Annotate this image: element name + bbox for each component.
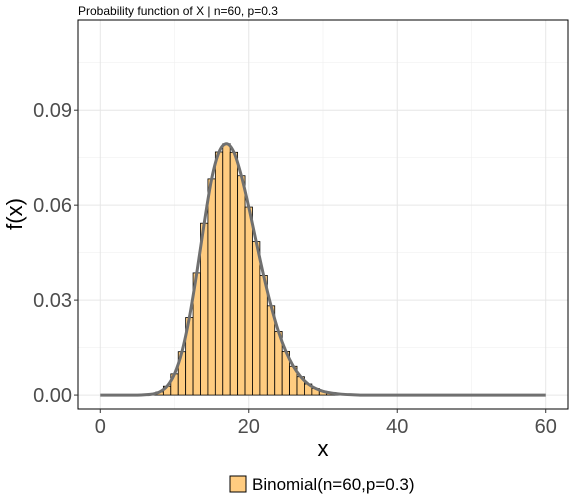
- bar: [222, 143, 231, 396]
- bar: [229, 151, 239, 396]
- y-tick-label: 0.03: [33, 290, 72, 312]
- y-axis-label: f(x): [2, 198, 27, 230]
- chart-title: Probability function of X | n=60, p=0.3: [78, 4, 278, 18]
- grid: [78, 20, 568, 409]
- legend-swatch: [229, 475, 247, 493]
- y-tick-label: 0.09: [33, 100, 72, 122]
- bar: [244, 206, 253, 396]
- bar: [252, 241, 261, 396]
- x-tick-label: 40: [386, 416, 408, 438]
- y-tick-label: 0.06: [33, 195, 72, 217]
- x-tick-label: 60: [535, 416, 557, 438]
- bar: [237, 175, 246, 396]
- x-tick-label: 0: [95, 416, 106, 438]
- plot-border: [77, 19, 569, 410]
- y-axis-ticks: 0.00 0.03 0.06 0.09: [33, 100, 78, 407]
- x-axis-ticks: 0 20 40 60: [95, 409, 557, 438]
- x-axis-label: x: [318, 436, 329, 461]
- density-curve: [100, 142, 546, 397]
- legend: Binomial(n=60,p=0.3): [229, 475, 415, 494]
- y-tick-label: 0.00: [33, 385, 72, 407]
- bars: [140, 143, 357, 396]
- bar: [207, 178, 216, 396]
- legend-label: Binomial(n=60,p=0.3): [252, 475, 415, 494]
- bar: [214, 151, 224, 396]
- bar: [259, 275, 268, 396]
- x-tick-label: 20: [238, 416, 260, 438]
